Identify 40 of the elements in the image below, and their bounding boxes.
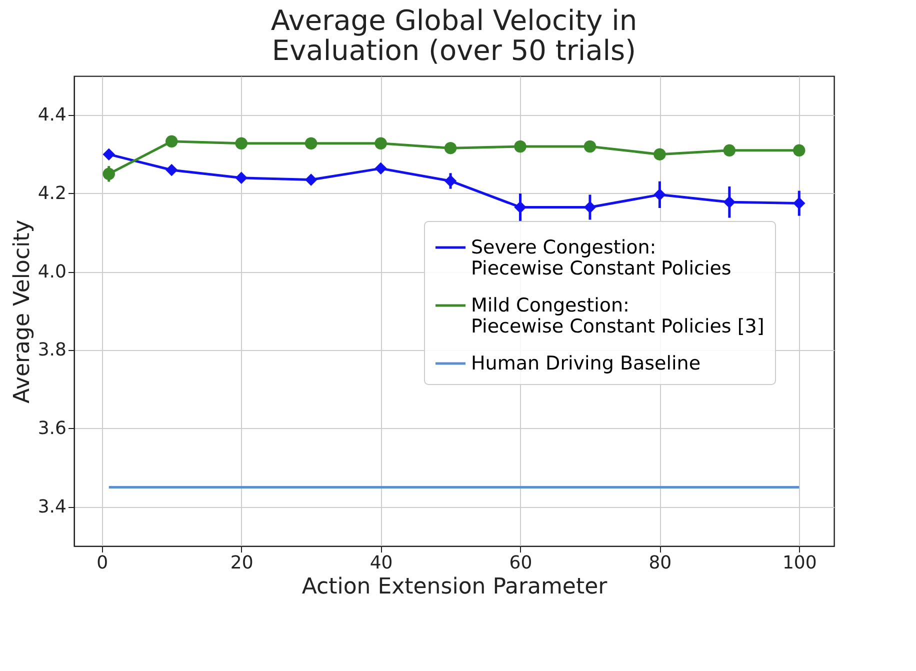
legend-label: Mild Congestion: Piecewise Constant Policies [3] bbox=[471, 294, 764, 338]
y-tick-label: 3.8 bbox=[38, 340, 66, 361]
x-axis-title: Action Extension Parameter bbox=[302, 574, 608, 600]
y-tick-label: 4.4 bbox=[38, 104, 66, 126]
x-tick-label: 60 bbox=[509, 552, 532, 574]
point bbox=[654, 188, 666, 201]
point bbox=[102, 148, 115, 160]
point bbox=[444, 174, 457, 188]
point bbox=[793, 144, 806, 157]
point bbox=[304, 174, 318, 186]
x-tick-label: 20 bbox=[230, 552, 254, 574]
point bbox=[374, 162, 387, 175]
y-axis-title: Average Velocity bbox=[10, 220, 35, 404]
legend-label: Human Driving Baseline bbox=[471, 352, 701, 374]
point bbox=[723, 196, 736, 208]
point bbox=[514, 201, 526, 214]
point bbox=[304, 137, 318, 150]
point bbox=[444, 142, 457, 154]
y-tick-label: 4.2 bbox=[38, 183, 66, 204]
point bbox=[514, 140, 526, 153]
legend-label: Severe Congestion: Piecewise Constant Policies bbox=[471, 236, 732, 280]
point bbox=[235, 172, 248, 184]
point bbox=[165, 135, 178, 148]
chart-title: Average Global Velocity in Evaluation (over 50 trials) bbox=[270, 4, 638, 67]
x-tick-label: 80 bbox=[648, 552, 672, 574]
point bbox=[654, 148, 666, 160]
x-tick-label: 100 bbox=[782, 552, 817, 574]
point bbox=[102, 168, 115, 180]
x-tick-label: 0 bbox=[96, 552, 108, 574]
x-tick-label: 40 bbox=[370, 552, 393, 574]
point bbox=[793, 197, 806, 210]
y-tick-label: 3.4 bbox=[38, 496, 66, 518]
point bbox=[584, 140, 596, 153]
y-tick-label: 4.0 bbox=[38, 261, 66, 282]
y-tick-label: 3.6 bbox=[38, 418, 66, 439]
point bbox=[584, 201, 596, 214]
point bbox=[235, 137, 248, 150]
point bbox=[165, 164, 178, 176]
point bbox=[723, 144, 736, 157]
point bbox=[374, 137, 387, 150]
